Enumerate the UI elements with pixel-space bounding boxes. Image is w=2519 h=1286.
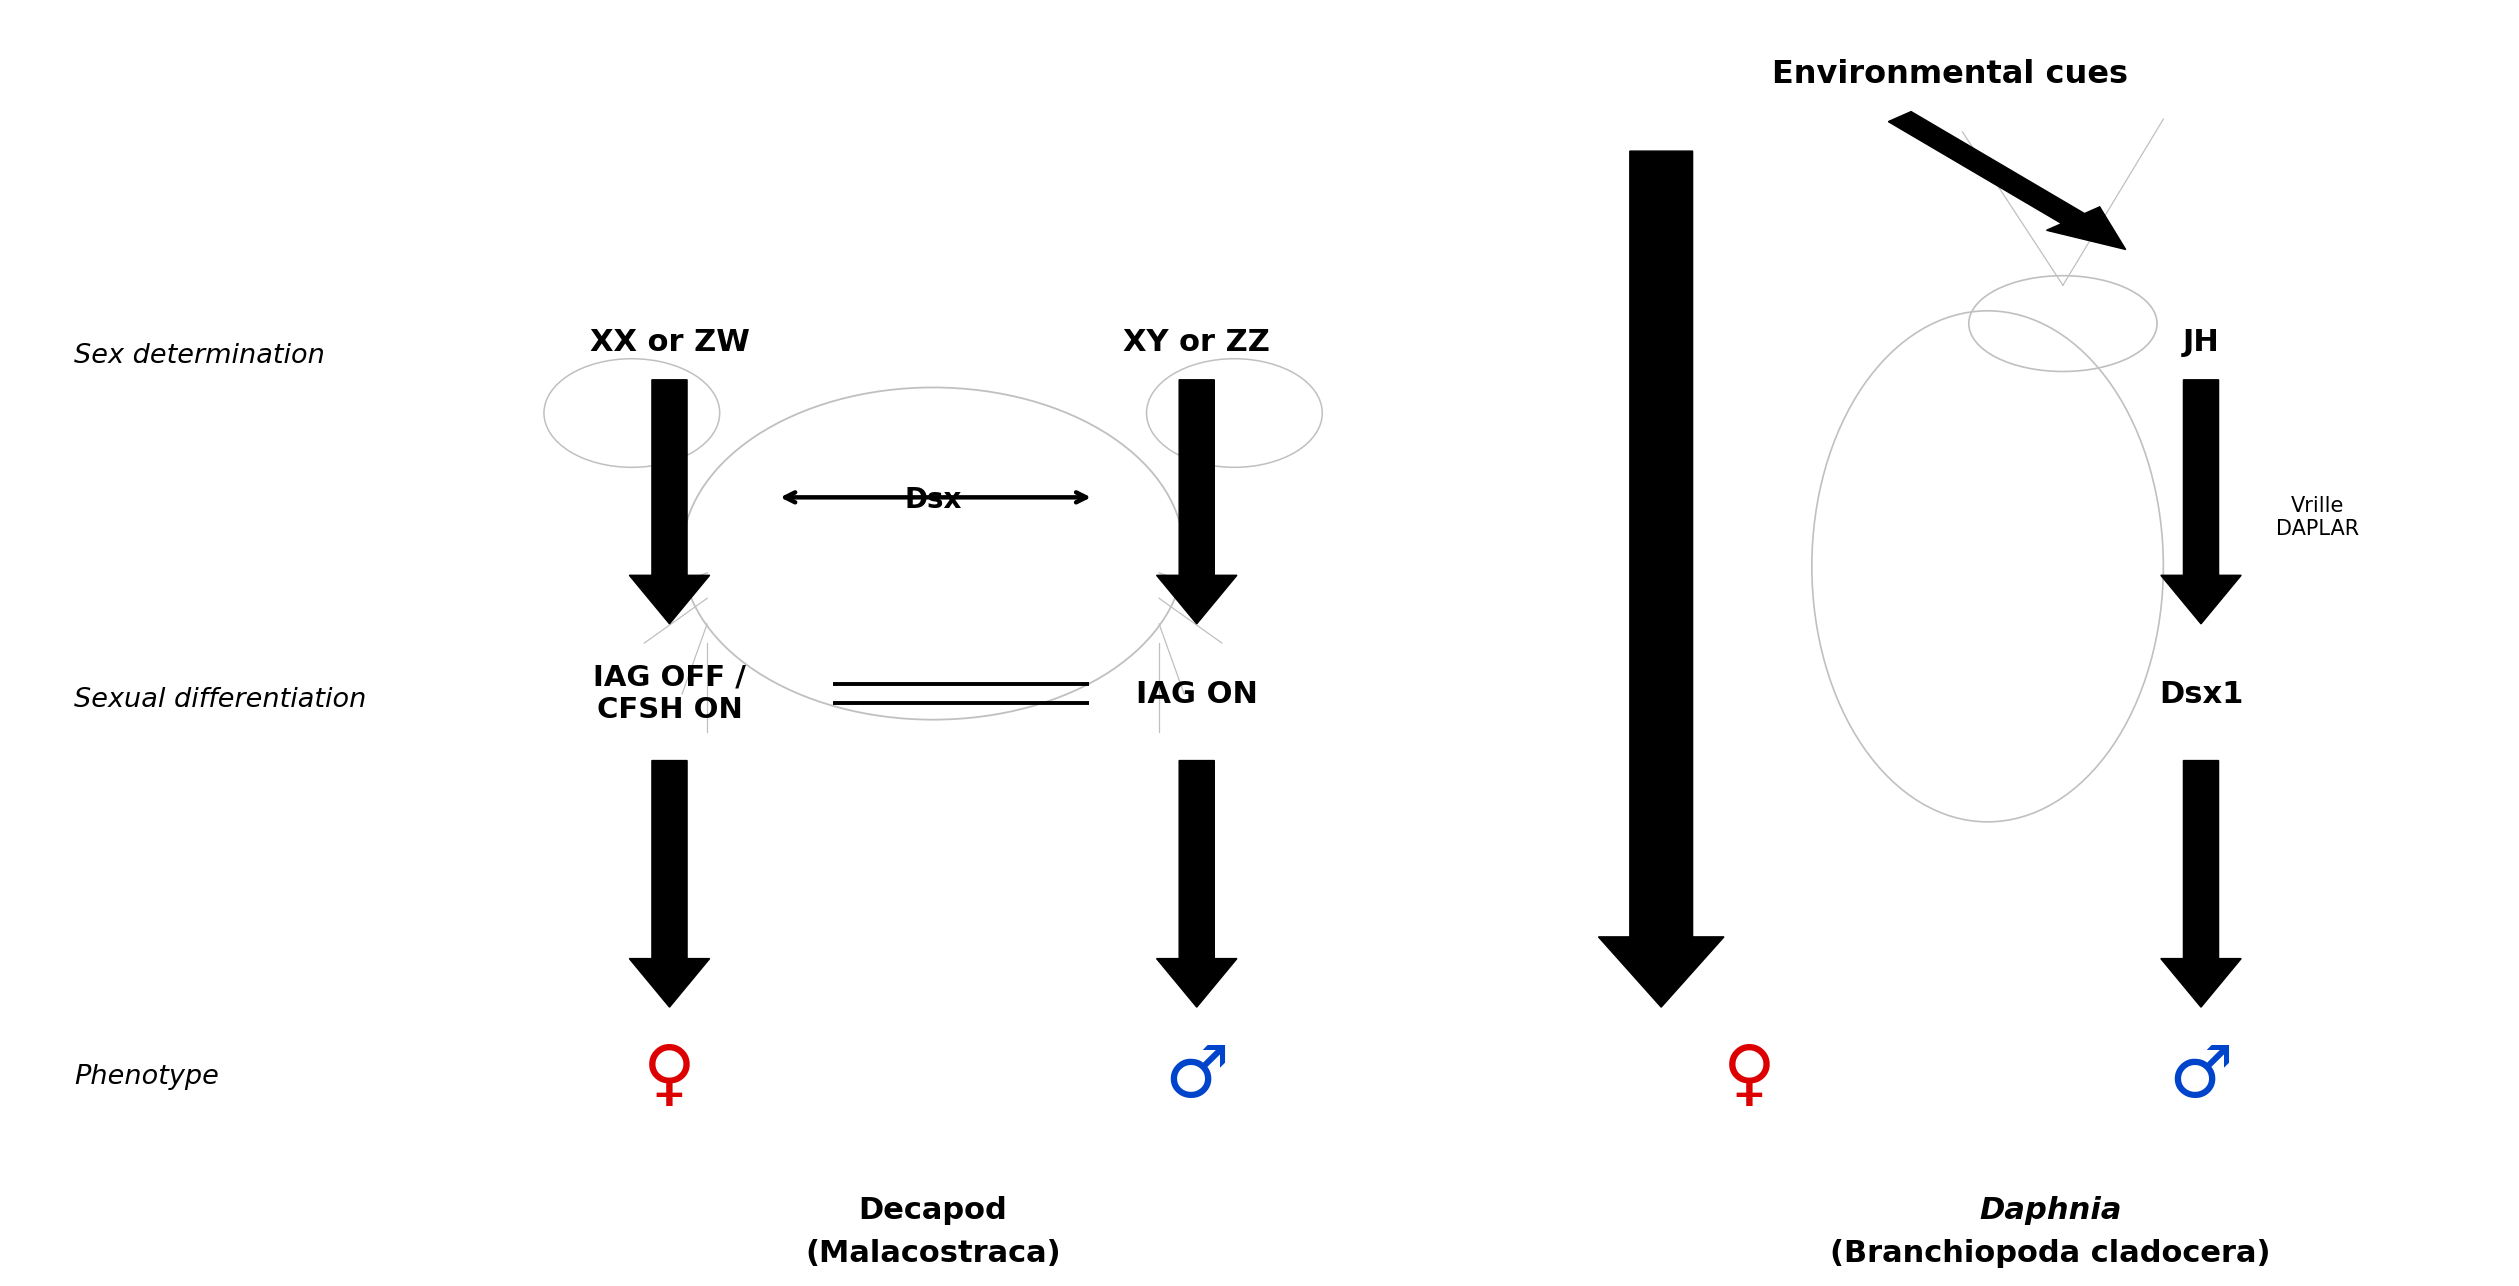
FancyArrow shape bbox=[630, 379, 710, 624]
Text: IAG OFF /
CFSH ON: IAG OFF / CFSH ON bbox=[592, 664, 746, 724]
FancyArrow shape bbox=[2161, 760, 2242, 1007]
FancyArrow shape bbox=[1156, 760, 1237, 1007]
Text: Sex determination: Sex determination bbox=[76, 342, 325, 369]
Text: (Malacostraca): (Malacostraca) bbox=[806, 1240, 1060, 1268]
FancyArrow shape bbox=[1889, 112, 2126, 249]
Text: (Branchiopoda cladocera): (Branchiopoda cladocera) bbox=[1831, 1240, 2270, 1268]
Text: ♂: ♂ bbox=[1164, 1043, 1229, 1112]
FancyArrow shape bbox=[630, 760, 710, 1007]
Text: XX or ZW: XX or ZW bbox=[589, 328, 751, 358]
Text: Vrille
DAPLAR: Vrille DAPLAR bbox=[2277, 496, 2360, 539]
Text: Dsx: Dsx bbox=[904, 486, 962, 514]
Text: Environmental cues: Environmental cues bbox=[1771, 59, 2129, 90]
Text: Phenotype: Phenotype bbox=[76, 1065, 219, 1091]
Text: Daphnia: Daphnia bbox=[1980, 1196, 2121, 1224]
FancyArrow shape bbox=[1600, 150, 1723, 1007]
Text: IAG ON: IAG ON bbox=[1136, 679, 1257, 709]
Text: Decapod: Decapod bbox=[859, 1196, 1008, 1224]
Text: JH: JH bbox=[2181, 328, 2219, 358]
Text: ♀: ♀ bbox=[642, 1043, 695, 1112]
Text: Sexual differentiation: Sexual differentiation bbox=[76, 688, 368, 714]
FancyArrow shape bbox=[2161, 379, 2242, 624]
Text: Dsx1: Dsx1 bbox=[2159, 679, 2244, 709]
FancyArrow shape bbox=[1156, 379, 1237, 624]
Text: ♀: ♀ bbox=[1723, 1043, 1776, 1112]
Text: ♂: ♂ bbox=[2169, 1043, 2234, 1112]
Text: XY or ZZ: XY or ZZ bbox=[1123, 328, 1270, 358]
